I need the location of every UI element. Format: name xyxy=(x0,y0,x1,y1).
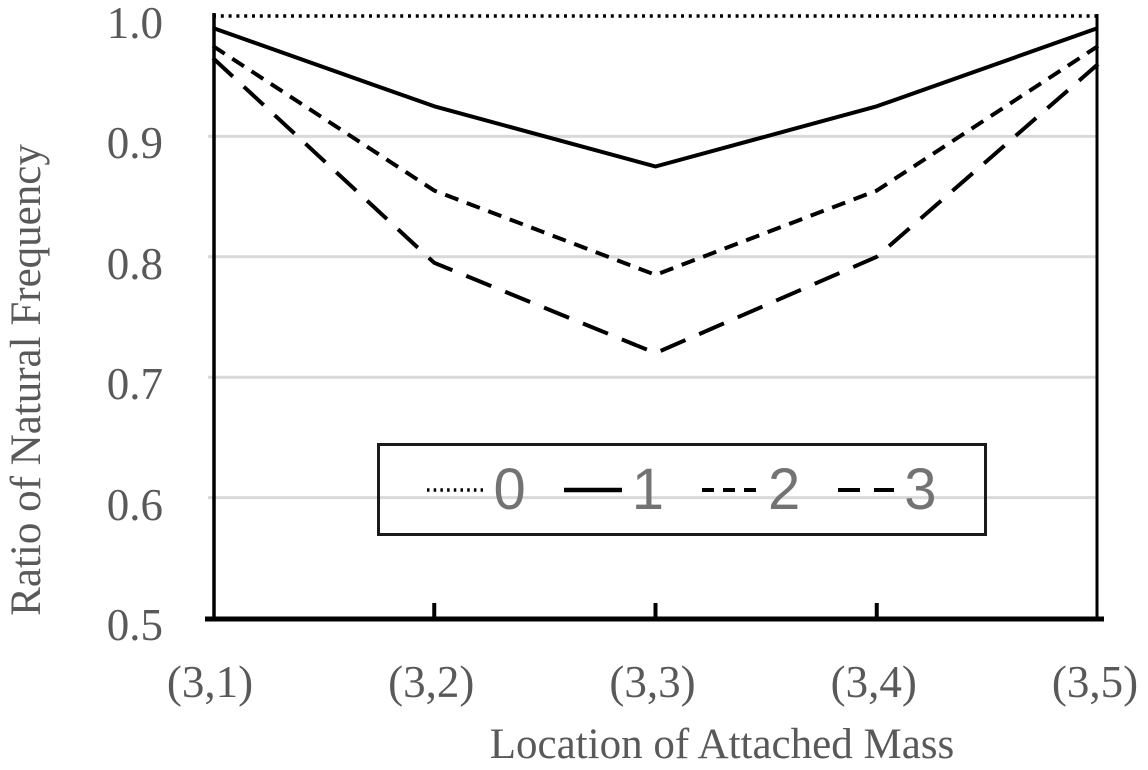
x-axis-tick-label: (3,3) xyxy=(609,657,696,707)
y-axis-title: Ratio of Natural Frequency xyxy=(3,144,50,616)
legend-solid-line-sample xyxy=(563,487,622,492)
x-axis-tick-label: (3,4) xyxy=(830,657,917,707)
legend-dotted-line-sample xyxy=(427,487,484,492)
x-axis-tick-label: (3,1) xyxy=(166,657,254,707)
legend-label-1: 1 xyxy=(631,456,664,522)
legend-label-2: 2 xyxy=(768,456,801,522)
x-axis-tick-label: (3,2) xyxy=(388,657,475,707)
x-axis-title: Location of Attached Mass xyxy=(489,721,955,768)
legend-item-2: 2 xyxy=(702,456,801,522)
y-axis-tick-label: 0.5 xyxy=(106,600,163,650)
x-axis-tick-label: (3,5) xyxy=(1051,657,1139,707)
legend-item-3: 3 xyxy=(838,456,937,522)
y-axis-tick-label: 1.0 xyxy=(106,0,163,48)
series-line-1 xyxy=(212,26,1099,169)
legend-short-dash-line-sample xyxy=(702,487,758,492)
legend-item-1: 1 xyxy=(563,456,664,522)
y-axis-tick-label: 0.8 xyxy=(106,238,163,289)
series-line-3 xyxy=(211,56,1100,356)
legend-label-0: 0 xyxy=(493,456,526,522)
series-line-2 xyxy=(211,44,1100,277)
y-axis-tick-label: 0.9 xyxy=(106,118,163,169)
y-axis-tick-label: 0.7 xyxy=(106,359,163,410)
y-axis-tick-label: 0.6 xyxy=(106,479,163,530)
legend: 0 1 2 3 xyxy=(377,443,987,536)
legend-long-dash-line-sample xyxy=(838,487,895,492)
legend-item-0: 0 xyxy=(427,456,526,522)
legend-label-3: 3 xyxy=(904,456,937,522)
